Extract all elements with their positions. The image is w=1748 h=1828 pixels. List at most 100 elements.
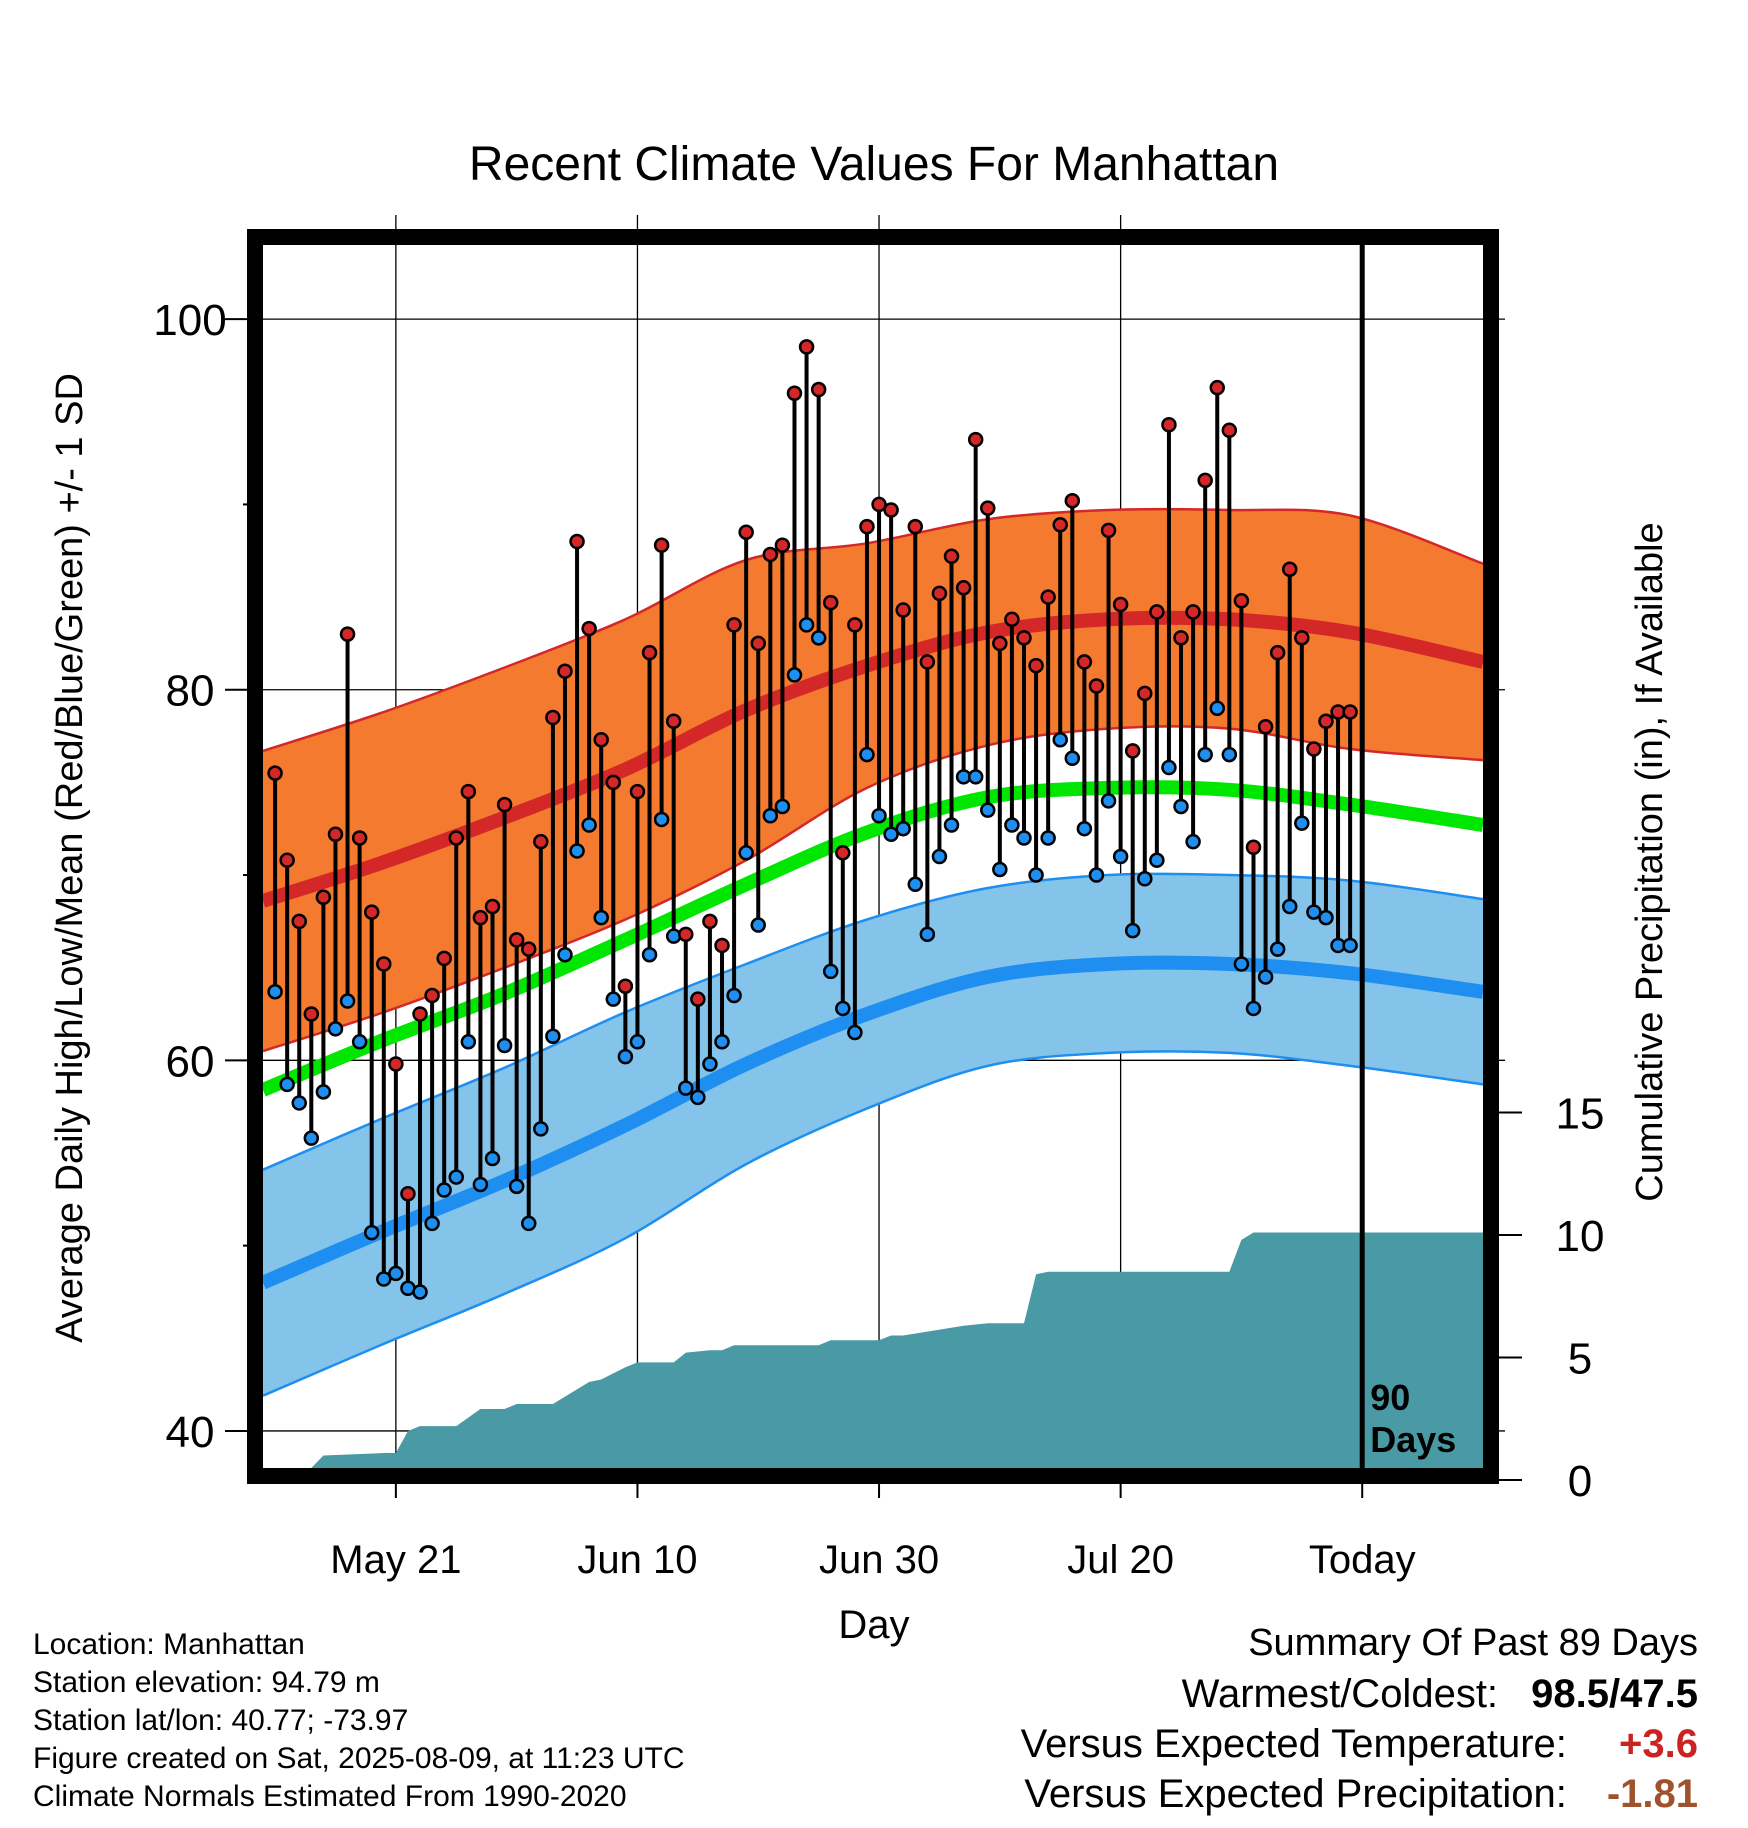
daily-high-dot <box>1257 719 1274 735</box>
daily-high-dot <box>339 626 356 642</box>
daily-low-dot <box>1004 817 1020 833</box>
daily-high-dot <box>363 904 380 920</box>
daily-high-dot <box>1137 685 1153 702</box>
daily-low-dot <box>484 1150 501 1167</box>
daily-low-dot <box>1040 830 1056 846</box>
daily-high-dot <box>774 537 791 553</box>
daily-low-dot <box>412 1284 428 1300</box>
daily-high-dot <box>1197 472 1213 489</box>
daily-low-dot <box>822 963 839 980</box>
y-tick-label: 80 <box>166 667 215 716</box>
precipitation-area <box>263 1232 1483 1468</box>
daily-low-dot <box>339 993 356 1009</box>
daily-low-dot <box>726 987 742 1004</box>
footer-location: Location: Manhattan <box>33 1628 305 1661</box>
summary-precip-label: Versus Expected Precipitation: <box>1024 1772 1567 1816</box>
daily-high-dot <box>738 524 754 540</box>
daily-low-dot <box>1257 969 1274 985</box>
daily-low-dot <box>1294 815 1310 831</box>
daily-high-dot <box>605 774 622 791</box>
daily-high-dot <box>351 830 368 846</box>
x-tick-label: May 21 <box>330 1538 461 1582</box>
daily-high-dot <box>992 635 1008 652</box>
daily-high-dot <box>859 518 875 535</box>
daily-low-dot <box>388 1265 404 1282</box>
y2-tick-label: 0 <box>1568 1457 1592 1506</box>
daily-high-dot <box>291 913 307 930</box>
daily-low-dot <box>810 630 827 646</box>
daily-high-dot <box>279 852 295 868</box>
daily-low-dot <box>605 991 622 1007</box>
daily-high-dot <box>1269 644 1286 661</box>
summary-temp-label: Versus Expected Temperature: <box>1020 1722 1567 1766</box>
daily-high-dot <box>1064 492 1081 509</box>
daily-high-dot <box>883 502 899 518</box>
daily-high-dot <box>1209 379 1226 396</box>
daily-low-dot <box>1197 746 1213 763</box>
daily-low-dot <box>750 917 766 933</box>
daily-high-dot <box>895 602 911 618</box>
summary-precip-value: -1.81 <box>1606 1772 1698 1816</box>
daily-high-dot <box>1306 741 1322 757</box>
summary-temp-row: Versus Expected Temperature: +3.6 <box>1021 1722 1698 1767</box>
daily-low-dot <box>1137 870 1153 887</box>
daily-low-dot <box>569 843 585 859</box>
daily-low-dot <box>581 817 597 833</box>
daily-high-dot <box>955 580 972 596</box>
summary-warmest-label: Warmest/Coldest: <box>1181 1672 1499 1716</box>
daily-low-dot <box>460 1034 477 1050</box>
daily-high-dot <box>835 845 851 861</box>
daily-high-dot <box>919 654 936 670</box>
daily-low-dot <box>496 1037 513 1054</box>
daily-high-dot <box>557 663 573 679</box>
daily-low-dot <box>1052 732 1068 748</box>
x-tick-label: Jun 10 <box>577 1538 697 1582</box>
daily-low-dot <box>1269 941 1286 957</box>
daily-low-dot <box>859 746 875 763</box>
daily-high-dot <box>980 500 996 516</box>
daily-high-dot <box>798 339 815 355</box>
daily-low-dot <box>629 1034 646 1050</box>
daily-high-dot <box>472 909 489 926</box>
y2-axis-label: Cumulative Precipitation (in), If Availa… <box>1629 522 1671 1201</box>
summary-warmest-value: 98.5/47.5 <box>1531 1672 1698 1716</box>
daily-low-dot <box>315 1084 332 1100</box>
daily-high-dot <box>847 617 863 633</box>
daily-low-dot <box>291 1095 307 1111</box>
daily-high-dot <box>1016 630 1032 646</box>
daily-low-dot <box>376 1271 392 1287</box>
daily-low-dot <box>617 1048 634 1065</box>
y2-tick-label: 10 <box>1556 1212 1605 1261</box>
daily-low-dot <box>533 1121 549 1137</box>
daily-high-dot <box>1076 654 1093 670</box>
daily-high-dot <box>762 546 779 563</box>
daily-high-dot <box>1052 517 1068 533</box>
daily-low-dot <box>1342 937 1358 954</box>
daily-low-dot <box>327 1021 344 1037</box>
daily-low-dot <box>895 820 911 837</box>
precipitation-fill <box>263 1232 1483 1468</box>
daily-low-dot <box>774 798 791 815</box>
x-tick-label: Jul 20 <box>1067 1538 1174 1582</box>
daily-low-dot <box>448 1169 465 1185</box>
daily-high-dot <box>1318 713 1334 729</box>
daily-high-dot <box>931 585 948 602</box>
daily-low-dot <box>436 1182 452 1198</box>
plot-border <box>247 229 1499 1484</box>
daily-high-dot <box>388 1056 404 1072</box>
daily-low-dot <box>786 667 803 683</box>
daily-high-dot <box>726 617 742 633</box>
daily-low-dot <box>798 617 815 633</box>
footer-created: Figure created on Sat, 2025-08-09, at 11… <box>33 1742 685 1775</box>
x-axis-label: Day <box>838 1603 909 1647</box>
daily-low-dot <box>907 876 924 893</box>
daily-low-dot <box>943 817 960 833</box>
daily-high-dot <box>412 1006 428 1022</box>
daily-high-dot <box>436 950 452 967</box>
daily-low-dot <box>1185 833 1201 850</box>
daily-high-dot <box>665 713 682 729</box>
daily-high-dot <box>1040 589 1056 605</box>
daily-low-dot <box>835 1000 851 1017</box>
daily-high-dot <box>520 941 537 957</box>
